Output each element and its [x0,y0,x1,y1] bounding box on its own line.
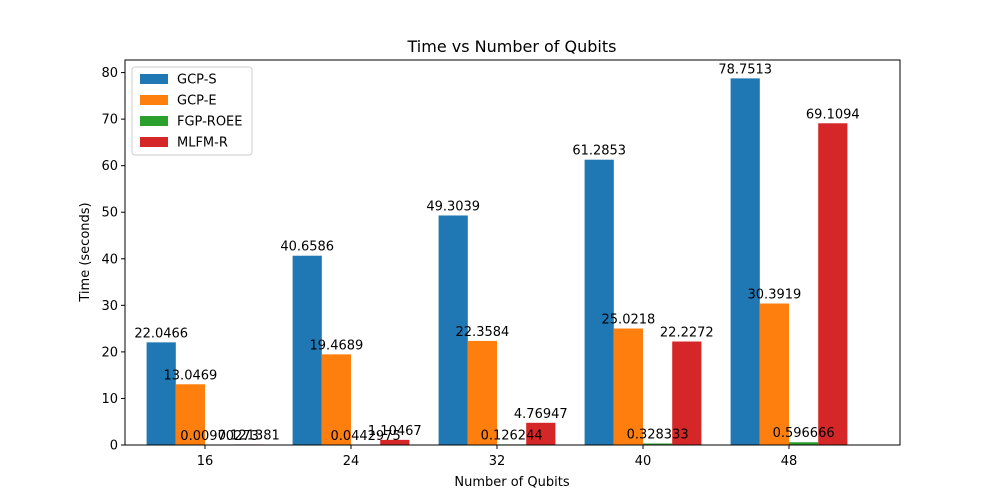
y-tick-label: 70 [101,113,118,128]
legend-label: FGP-ROEE [177,115,243,130]
data-label: 0.00970273 [180,429,259,444]
data-label: 40.6586 [280,240,334,255]
y-tick-label: 60 [101,159,118,174]
x-axis-title: Number of Qubits [454,475,569,490]
data-label: 0.596666 [773,426,835,441]
x-tick-label: 48 [781,454,798,469]
data-label: 0.121381 [218,428,280,443]
legend-label: MLFM-R [177,136,228,151]
data-label: 4.76947 [514,407,568,422]
data-label: 22.2272 [660,326,714,341]
legend-label: GCP-S [177,73,217,88]
bar [321,354,351,445]
legend: GCP-S GCP-E FGP-ROEE MLFM-R [131,66,253,156]
bar [380,439,410,445]
y-tick-label: 10 [101,392,118,407]
plot-frame [124,59,901,446]
data-labels-layer: 22.0466 40.6586 49.3039 61.2853 78.7513 13.04… [134,62,859,444]
data-label: 19.4689 [310,338,364,353]
data-label: 13.0469 [164,368,218,383]
y-tick-label: 0 [110,439,118,454]
legend-label: GCP-E [177,94,217,109]
legend-swatch [140,74,168,84]
data-label: 25.0218 [602,313,656,328]
data-label: 22.0466 [134,326,188,341]
y-tick-label: 40 [101,252,118,267]
bar [759,303,789,445]
x-tick-label: 16 [197,454,214,469]
y-tick-label: 20 [101,345,118,360]
bars-layer [146,78,848,446]
data-label: 78.7513 [718,62,772,77]
bar [292,255,322,445]
bar [613,328,643,445]
y-tick-label: 30 [101,299,118,314]
x-tick-label: 40 [635,454,652,469]
bar [643,443,673,445]
y-axis: 0 10 20 30 40 50 60 70 80 [101,66,125,454]
x-axis: 16 24 32 40 48 [197,445,798,469]
bar [438,215,468,445]
legend-box [131,66,253,156]
x-tick-label: 32 [489,454,506,469]
y-tick-label: 80 [101,66,118,81]
data-label: 30.3919 [748,288,802,303]
bar [818,123,848,446]
bar [789,442,819,445]
legend-swatch [140,116,168,126]
legend-swatch [140,137,168,147]
y-tick-label: 50 [101,206,118,221]
bar [672,341,702,445]
data-label: 1.10467 [368,424,422,439]
bar [175,384,205,445]
bar [467,340,497,445]
y-axis-title: Time (seconds) [78,202,93,302]
data-label: 49.3039 [426,199,480,214]
x-tick-label: 24 [343,454,360,469]
data-label: 0.126244 [481,428,543,443]
chart-title: Time vs Number of Qubits [407,37,617,56]
data-label: 69.1094 [806,107,860,122]
bar [526,422,556,445]
bar [584,159,614,445]
data-label: 61.2853 [572,144,626,159]
bar [730,78,760,445]
legend-swatch [140,95,168,105]
data-label: 0.328333 [627,427,689,442]
bar [146,342,176,445]
data-label: 22.3584 [456,325,510,340]
data-label: 0.0442975 [330,429,400,444]
